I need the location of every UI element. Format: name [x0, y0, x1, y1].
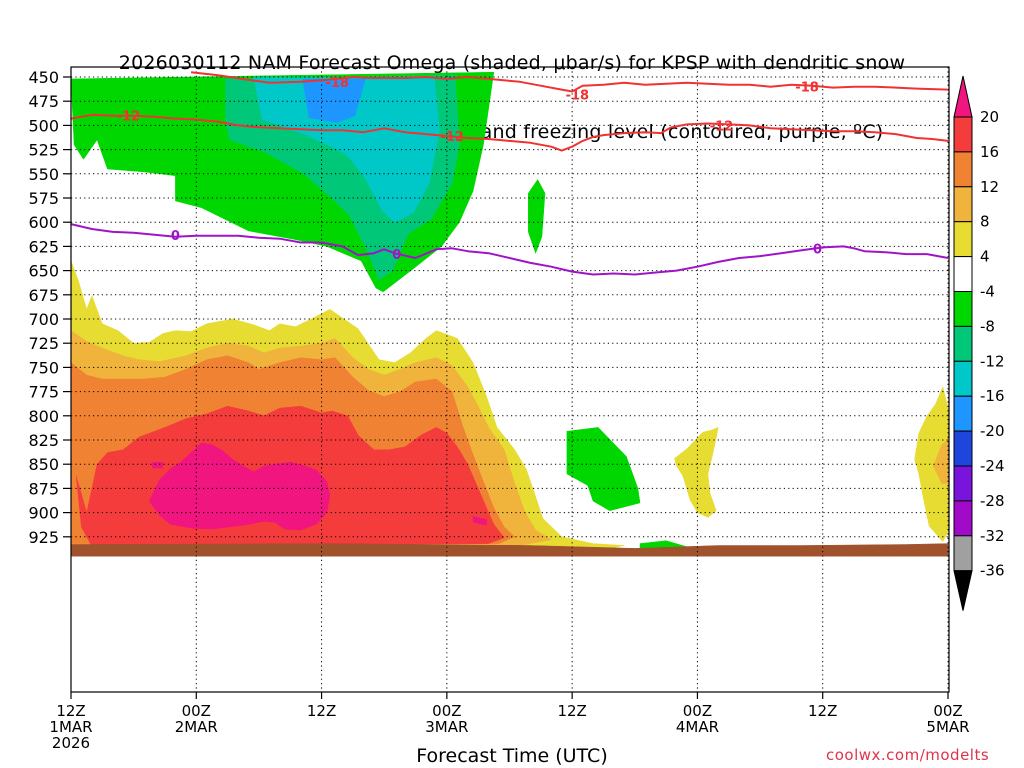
y-tick-label-800: 800 — [28, 407, 59, 426]
omega-region-12 — [152, 462, 164, 469]
temperature-contours — [71, 71, 949, 276]
colorbar-segment-0 — [953, 75, 973, 118]
contour-line-1 — [71, 113, 949, 152]
contour-label-1-1: -12 — [440, 130, 464, 145]
omega-region-2 — [253, 76, 440, 223]
y-tick-label-725: 725 — [28, 334, 59, 353]
x-tick-label-60-1: 4MAR — [676, 718, 719, 736]
omega-shading — [71, 71, 949, 557]
y-tick-label-550: 550 — [28, 165, 59, 184]
colorbar-segment-10 — [953, 430, 973, 467]
x-tick-label-12-1: 2MAR — [175, 718, 218, 736]
colorbar-label-0: 20 — [980, 108, 999, 126]
colorbar-segment-11 — [953, 465, 973, 502]
x-tick-label-12-0: 00Z — [182, 702, 211, 720]
x-tick-label-0-1: 1MAR — [49, 718, 92, 736]
colorbar-segment-2 — [953, 151, 973, 188]
plot-frame — [70, 66, 950, 693]
x-tick-label-0-0: 12Z — [56, 702, 85, 720]
contour-label-2-2: 0 — [813, 242, 822, 257]
y-tick-label-825: 825 — [28, 431, 59, 450]
y-tick-label-600: 600 — [28, 213, 59, 232]
contour-label-2-0: 0 — [171, 229, 180, 244]
y-tick-label-450: 450 — [28, 68, 59, 87]
contour-label-0-2: -18 — [795, 81, 819, 96]
colorbar-segment-13 — [953, 535, 973, 572]
colorbar-label-13: -36 — [980, 562, 1005, 580]
colorbar-segment-8 — [953, 360, 973, 397]
contour-label-0-1: -18 — [566, 88, 590, 103]
y-tick-label-875: 875 — [28, 479, 59, 498]
colorbar-label-3: 8 — [980, 213, 990, 231]
colorbar-label-1: 16 — [980, 143, 999, 161]
y-tick-label-675: 675 — [28, 286, 59, 305]
colorbar-segment-9 — [953, 395, 973, 432]
colorbar-label-9: -20 — [980, 422, 1005, 440]
x-tick-label-36-1: 3MAR — [425, 718, 468, 736]
colorbar-label-5: -4 — [980, 283, 995, 301]
x-tick-label-0-2: 2026 — [52, 734, 90, 752]
y-tick-label-700: 700 — [28, 310, 59, 329]
omega-region-13 — [472, 516, 487, 526]
omega-region-3 — [302, 78, 366, 123]
colorbar-label-4: 4 — [980, 248, 990, 266]
contour-label-2-1: 0 — [392, 248, 401, 263]
contour-label-1-2: -12 — [710, 119, 734, 134]
x-tick-label-48-0: 12Z — [557, 702, 586, 720]
colorbar-segment-12 — [953, 500, 973, 537]
colorbar-segment-3 — [953, 186, 973, 223]
colorbar-segment-5 — [953, 256, 973, 293]
y-tick-label-650: 650 — [28, 262, 59, 281]
omega-region-4 — [528, 179, 546, 254]
colorbar-label-12: -32 — [980, 527, 1005, 545]
colorbar-segment-1 — [953, 116, 973, 153]
x-tick-label-84-0: 00Z — [933, 702, 962, 720]
title-line-1: 2026030112 NAM Forecast Omega (shaded, μ… — [118, 52, 906, 74]
contour-label-0-0: -18 — [325, 76, 349, 91]
omega-region-5 — [566, 427, 641, 511]
colorbar-segment-4 — [953, 221, 973, 258]
x-tick-label-24-0: 12Z — [307, 702, 336, 720]
omega-region-16 — [933, 437, 949, 484]
x-axis-label: Forecast Time (UTC) — [416, 745, 608, 767]
omega-region-17 — [71, 543, 949, 557]
y-tick-label-925: 925 — [28, 528, 59, 547]
credit-text: coolwx.com/modelts — [826, 746, 990, 764]
y-tick-label-900: 900 — [28, 504, 59, 523]
y-tick-label-475: 475 — [28, 92, 59, 111]
y-tick-label-625: 625 — [28, 237, 59, 256]
x-tick-label-60-0: 00Z — [683, 702, 712, 720]
y-tick-label-525: 525 — [28, 141, 59, 160]
colorbar-label-8: -16 — [980, 387, 1005, 405]
y-tick-label-500: 500 — [28, 116, 59, 135]
y-tick-label-850: 850 — [28, 455, 59, 474]
x-tick-label-36-0: 00Z — [432, 702, 461, 720]
contour-label-1-0: -12 — [117, 110, 141, 125]
omega-region-14 — [674, 426, 719, 518]
colorbar-label-6: -8 — [980, 317, 995, 335]
x-tick-label-72-0: 12Z — [808, 702, 837, 720]
colorbar-label-10: -24 — [980, 457, 1005, 475]
grid — [70, 67, 949, 692]
y-tick-label-750: 750 — [28, 358, 59, 377]
colorbar: 20 16 12 8 4 -4 -8 -12 -16 -20 -24 -28 -32 -36 — [953, 75, 1005, 611]
colorbar-segment-7 — [953, 325, 973, 362]
contour-labels: -18 -18 -18 -12 -12 -12 0 0 0 — [117, 76, 822, 263]
y-tick-label-575: 575 — [28, 189, 59, 208]
colorbar-segment-14 — [953, 570, 973, 611]
colorbar-label-7: -12 — [980, 352, 1005, 370]
y-axis: 450 475 500 525 550 575 600 625 650 675 700 725 750 7… — [28, 68, 71, 547]
colorbar-label-2: 12 — [980, 178, 999, 196]
x-tick-label-84-1: 5MAR — [926, 718, 969, 736]
y-tick-label-775: 775 — [28, 383, 59, 402]
colorbar-label-11: -28 — [980, 492, 1005, 510]
contour-line-0 — [190, 71, 949, 93]
colorbar-segment-6 — [953, 291, 973, 327]
contour-line-2 — [71, 223, 949, 276]
